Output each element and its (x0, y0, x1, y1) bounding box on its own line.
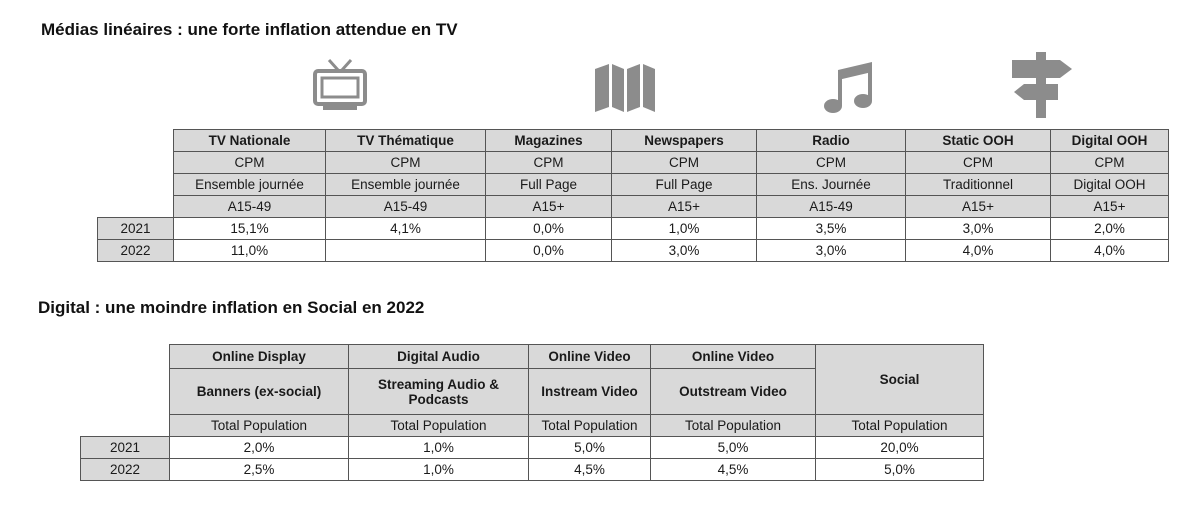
table-row-2021: 2021 15,1% 4,1% 0,0% 1,0% 3,5% 3,0% 2,0% (97, 217, 1169, 240)
value-cell: 4,0% (1050, 239, 1169, 262)
target-cell: A15+ (611, 195, 757, 218)
media-header: Magazines (485, 129, 612, 152)
signpost-icon (1008, 52, 1074, 118)
value-cell: 4,5% (528, 458, 651, 481)
format-cell: Instream Video (528, 368, 651, 415)
media-header: Radio (756, 129, 906, 152)
target-cell: A15-49 (325, 195, 486, 218)
year-label: 2022 (97, 239, 174, 262)
value-cell: 5,0% (815, 458, 984, 481)
value-cell: 2,5% (169, 458, 349, 481)
year-label: 2022 (80, 458, 170, 481)
target-cell: Total Population (815, 414, 984, 437)
format-cell: Ens. Journée (756, 173, 906, 196)
value-cell: 3,0% (611, 239, 757, 262)
header-row-target: A15-49 A15-49 A15+ A15+ A15-49 A15+ A15+ (98, 195, 1169, 218)
value-cell: 1,0% (611, 217, 757, 240)
format-cell: Ensemble journée (173, 173, 326, 196)
format-cell: Full Page (611, 173, 757, 196)
category-header: Online Display (169, 344, 349, 369)
format-cell: Streaming Audio & Podcasts (348, 368, 529, 415)
value-cell: 2,0% (169, 436, 349, 459)
value-cell: 4,0% (905, 239, 1051, 262)
category-header: Digital Audio (348, 344, 529, 369)
metric-cell: CPM (756, 151, 906, 174)
target-cell: Total Population (348, 414, 529, 437)
media-header: TV Thématique (325, 129, 486, 152)
social-header: Social (815, 344, 984, 415)
metric-cell: CPM (325, 151, 486, 174)
target-cell: A15+ (905, 195, 1051, 218)
metric-cell: CPM (485, 151, 612, 174)
digital-title: Digital : une moindre inflation en Socia… (38, 298, 425, 317)
metric-cell: CPM (611, 151, 757, 174)
linear-media-table: TV Nationale TV Thématique Magazines New… (97, 129, 1169, 262)
value-cell: 5,0% (528, 436, 651, 459)
value-cell: 5,0% (650, 436, 816, 459)
target-cell: Total Population (528, 414, 651, 437)
format-cell: Ensemble journée (325, 173, 486, 196)
header-row-format: Banners (ex-social) Streaming Audio & Po… (81, 368, 984, 415)
media-header: Newspapers (611, 129, 757, 152)
header-row-media: TV Nationale TV Thématique Magazines New… (98, 129, 1169, 152)
format-cell: Outstream Video (650, 368, 816, 415)
year-label: 2021 (97, 217, 174, 240)
value-cell: 11,0% (173, 239, 326, 262)
value-cell: 0,0% (485, 217, 612, 240)
media-header: Static OOH (905, 129, 1051, 152)
value-cell: 3,0% (905, 217, 1051, 240)
category-header: Online Video (528, 344, 651, 369)
target-cell: A15+ (1050, 195, 1169, 218)
metric-cell: CPM (905, 151, 1051, 174)
target-cell: A15-49 (173, 195, 326, 218)
table-row-2021: 2021 2,0% 1,0% 5,0% 5,0% 20,0% (80, 436, 984, 459)
target-cell: Total Population (650, 414, 816, 437)
tv-icon (313, 58, 367, 114)
metric-cell: CPM (173, 151, 326, 174)
target-cell: Total Population (169, 414, 349, 437)
category-header: Online Video (650, 344, 816, 369)
value-cell: 3,0% (756, 239, 906, 262)
value-cell: 2,0% (1050, 217, 1169, 240)
map-icon (593, 63, 657, 113)
header-row-format: Ensemble journée Ensemble journée Full P… (98, 173, 1169, 196)
digital-table: Online Display Digital Audio Online Vide… (80, 344, 984, 481)
year-label: 2021 (80, 436, 170, 459)
value-cell: 1,0% (348, 436, 529, 459)
table-row-2022: 2022 11,0% 0,0% 3,0% 3,0% 4,0% 4,0% (97, 239, 1169, 262)
format-cell: Digital OOH (1050, 173, 1169, 196)
metric-cell: CPM (1050, 151, 1169, 174)
value-cell: 4,5% (650, 458, 816, 481)
target-cell: A15+ (485, 195, 612, 218)
media-header: Digital OOH (1050, 129, 1169, 152)
value-cell: 20,0% (815, 436, 984, 459)
format-cell: Traditionnel (905, 173, 1051, 196)
format-cell: Banners (ex-social) (169, 368, 349, 415)
header-row-category: Online Display Digital Audio Online Vide… (81, 344, 984, 415)
format-cell: Full Page (485, 173, 612, 196)
value-cell (325, 239, 486, 262)
value-cell: 4,1% (325, 217, 486, 240)
table-row-2022: 2022 2,5% 1,0% 4,5% 4,5% 5,0% (80, 458, 984, 481)
header-row-target: Total Population Total Population Total … (81, 414, 984, 437)
music-note-icon (823, 60, 875, 116)
header-row-metric: CPM CPM CPM CPM CPM CPM CPM (98, 151, 1169, 174)
value-cell: 3,5% (756, 217, 906, 240)
value-cell: 1,0% (348, 458, 529, 481)
target-cell: A15-49 (756, 195, 906, 218)
value-cell: 0,0% (485, 239, 612, 262)
media-header: TV Nationale (173, 129, 326, 152)
value-cell: 15,1% (173, 217, 326, 240)
linear-media-title: Médias linéaires : une forte inflation a… (41, 20, 458, 39)
